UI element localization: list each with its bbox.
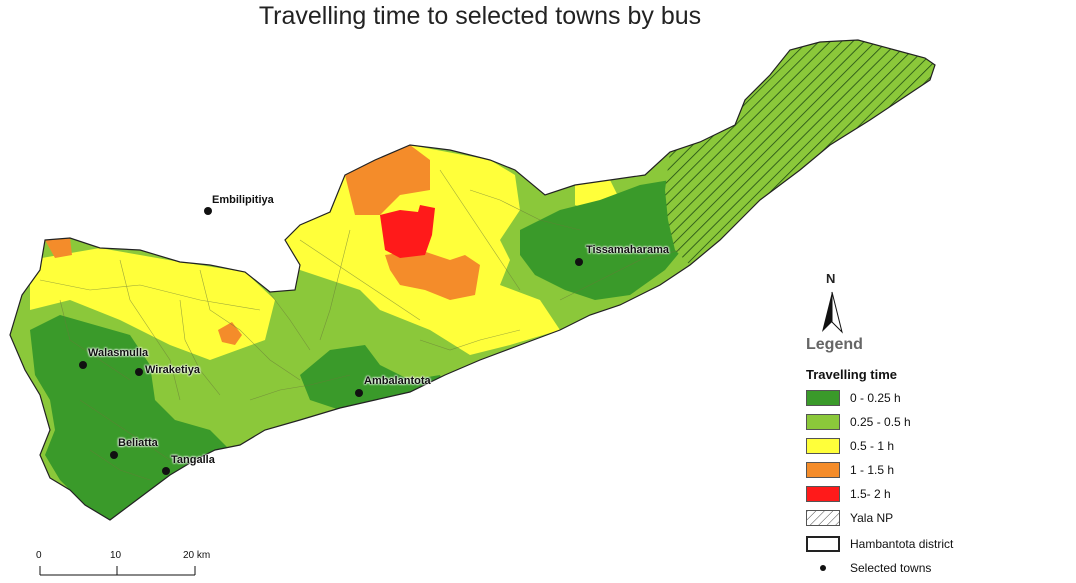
legend-item-towns: Selected towns — [806, 559, 931, 577]
legend-town-dot-icon — [820, 565, 826, 571]
town-label-tangalla: Tangalla — [171, 454, 215, 466]
legend-item-t3: 1 - 1.5 h — [806, 461, 894, 479]
legend-swatch-district — [806, 536, 840, 552]
zone-red — [380, 205, 435, 258]
town-dot-beliatta[interactable] — [110, 451, 118, 459]
zone-west-yellow — [30, 248, 275, 360]
zone-tissa-green — [520, 180, 690, 300]
zone-orange-central — [385, 250, 480, 300]
town-dot-embilipitiya[interactable] — [204, 207, 212, 215]
zone-orange-north — [345, 145, 430, 215]
legend-subtitle: Travelling time — [806, 367, 898, 382]
legend-label-t2: 0.5 - 1 h — [850, 439, 895, 453]
legend-swatch-t2 — [806, 438, 840, 454]
legend-label-t4: 1.5- 2 h — [850, 487, 891, 501]
town-dot-tissamaharama[interactable] — [575, 258, 583, 266]
legend-item-t4: 1.5- 2 h — [806, 485, 891, 503]
village-boundaries — [39, 169, 681, 481]
legend-label-t1: 0.25 - 0.5 h — [850, 415, 911, 429]
town-label-tissamaharama: Tissamaharama — [586, 244, 669, 256]
map-title: Travelling time to selected towns by bus — [258, 2, 702, 30]
legend-item-t1: 0.25 - 0.5 h — [806, 413, 911, 431]
legend-label-yala: Yala NP — [850, 511, 894, 525]
zone-yala — [665, 40, 935, 265]
legend-label-towns: Selected towns — [850, 561, 932, 575]
district-boundary — [9, 39, 936, 521]
scale-label-20: 20 km — [183, 550, 211, 561]
town-label-embilipitiya: Embilipitiya — [212, 194, 274, 206]
legend-item-t2: 0.5 - 1 h — [806, 437, 894, 455]
legend-swatch-yala — [806, 510, 840, 526]
town-label-beliatta: Beliatta — [118, 437, 158, 449]
legend-swatch-t3 — [806, 462, 840, 478]
legend-item-t0: 0 - 0.25 h — [806, 389, 901, 407]
legend-label-district: Hambantota district — [850, 537, 954, 551]
zone-orange-corner — [45, 238, 72, 258]
north-label: N — [826, 271, 836, 286]
legend-swatch-t0 — [806, 390, 840, 406]
town-label-walasmulla: Walasmulla — [88, 347, 149, 359]
north-arrow-icon — [822, 291, 843, 334]
town-dot-tangalla[interactable] — [162, 467, 170, 475]
legend-swatch-t4 — [806, 486, 840, 502]
legend-swatch-t1 — [806, 414, 840, 430]
scale-label-10: 10 — [110, 550, 122, 561]
legend-title: Legend — [806, 336, 863, 353]
town-dot-ambalantota[interactable] — [355, 389, 363, 397]
zone-orange-small — [218, 322, 242, 345]
town-label-wiraketiya: Wiraketiya — [145, 364, 200, 376]
legend-item-district: Hambantota district — [806, 535, 953, 553]
town-label-ambalantota: Ambalantota — [364, 375, 431, 387]
legend-label-t0: 0 - 0.25 h — [850, 391, 901, 405]
scale-label-0: 0 — [36, 550, 42, 561]
legend-label-t3: 1 - 1.5 h — [850, 463, 895, 477]
town-dot-walasmulla[interactable] — [79, 361, 87, 369]
scale-bar — [39, 566, 196, 576]
legend-item-yala: Yala NP — [806, 509, 893, 527]
town-dot-wiraketiya[interactable] — [135, 368, 143, 376]
